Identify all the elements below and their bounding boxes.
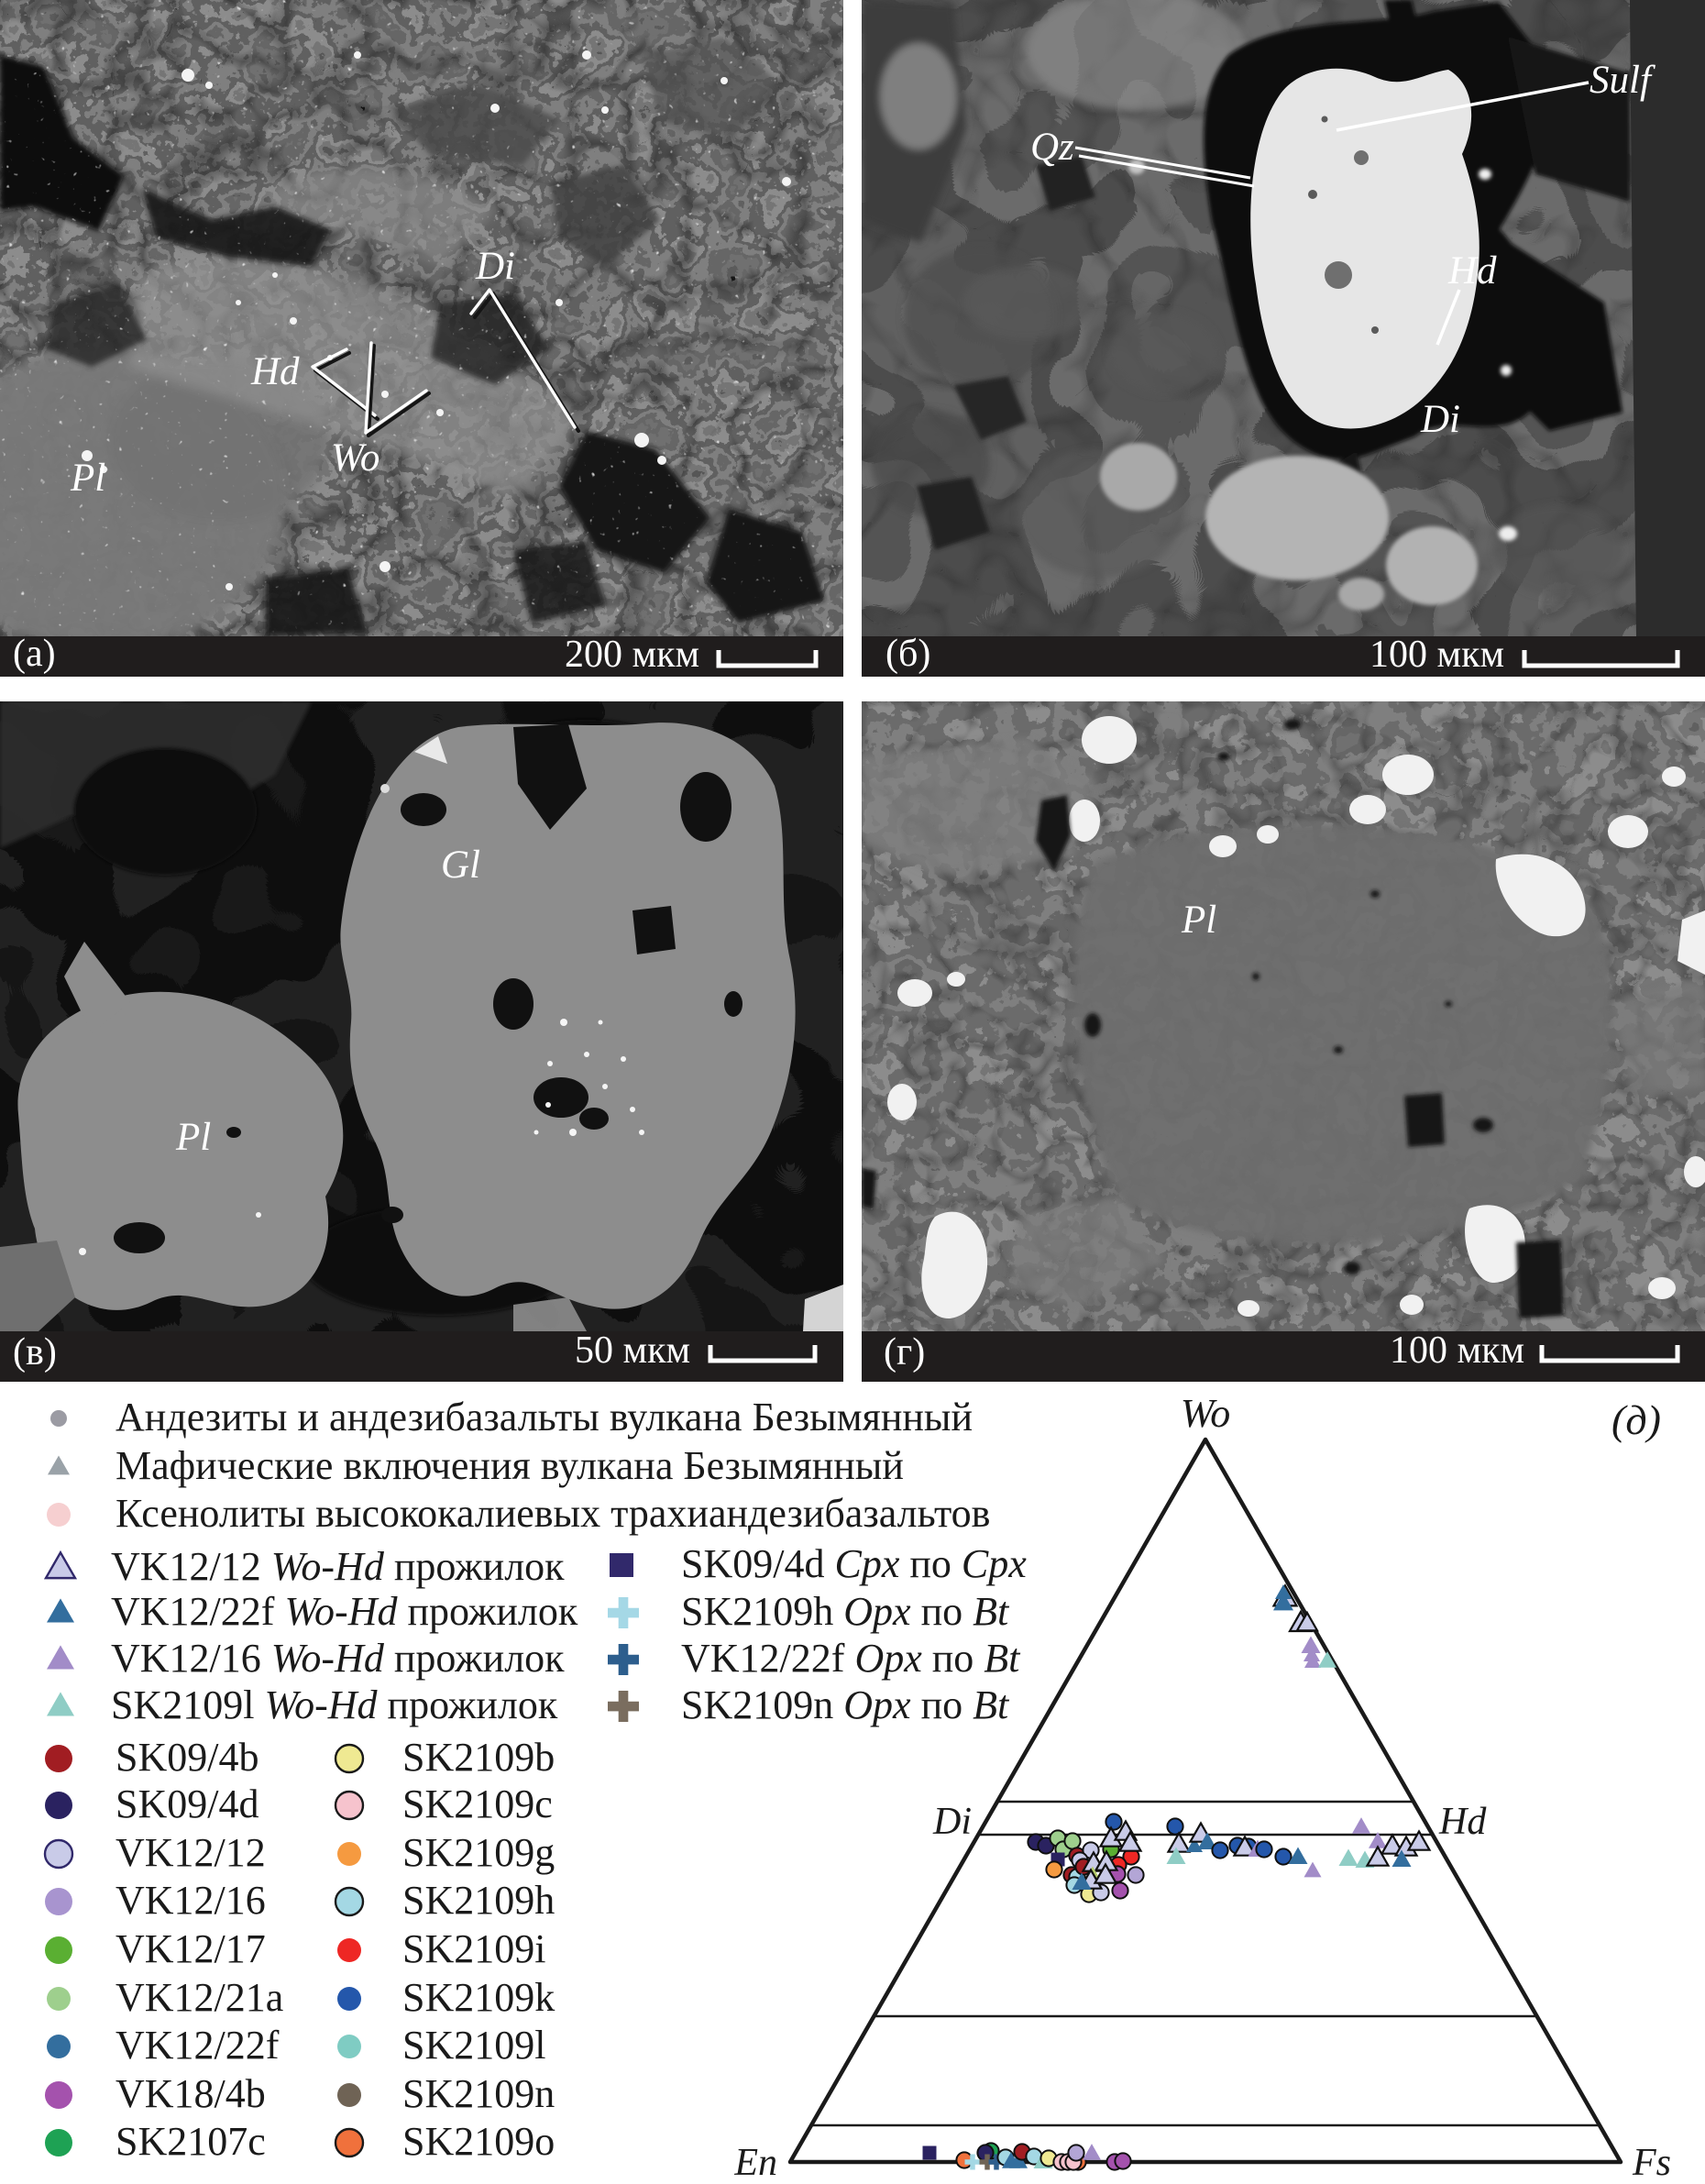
svg-text:Di: Di <box>932 1801 972 1843</box>
svg-text:Wo: Wo <box>1181 1391 1231 1436</box>
svg-text:En: En <box>733 2142 777 2184</box>
svg-text:Hd: Hd <box>1438 1801 1487 1843</box>
svg-text:Fs: Fs <box>1632 2142 1671 2184</box>
